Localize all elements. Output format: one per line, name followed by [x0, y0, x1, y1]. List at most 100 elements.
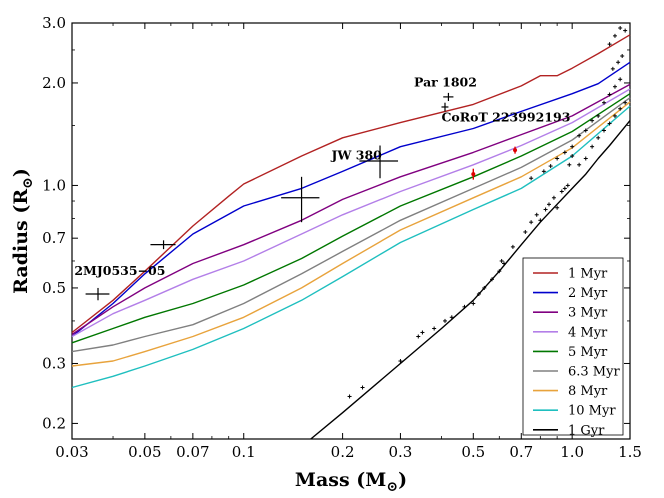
field-star-point: [562, 150, 567, 155]
legend-box: [522, 257, 624, 436]
field-star-point: [442, 318, 447, 323]
annotation-label: CoRoT 223992193: [441, 110, 570, 125]
x-axis-label: Mass: [295, 469, 350, 491]
field-star-point: [562, 186, 567, 191]
isochrone-3-myr: [71, 83, 631, 336]
field-star-point: [607, 42, 612, 47]
isochrone-10-myr: [71, 105, 631, 389]
field-star-point: [501, 261, 506, 266]
field-star-point: [551, 195, 556, 200]
annotation-label: 2MJ0535−05: [74, 263, 165, 278]
field-star-point: [499, 258, 504, 263]
field-star-point: [565, 183, 570, 188]
highlighted-points: [471, 146, 518, 180]
y-tick-label: 0.2: [42, 414, 66, 432]
y-axis-unit: (R: [10, 189, 32, 214]
y-tick-label: 0.3: [42, 354, 66, 372]
field-star-point: [548, 164, 553, 169]
measured-point: [150, 240, 176, 250]
field-star-point: [612, 113, 617, 118]
isochrone-1-myr: [71, 34, 631, 334]
y-tick-label: 2.0: [42, 74, 66, 92]
field-star-point: [529, 220, 534, 225]
x-axis-title: Mass (M⊙): [295, 469, 407, 495]
field-star-point: [620, 53, 625, 58]
field-star-point: [612, 84, 617, 89]
field-star-point: [596, 113, 601, 118]
isochrone-8-myr: [71, 101, 631, 367]
field-star-point: [416, 334, 421, 339]
x-tick-label: 0.05: [128, 443, 161, 461]
legend-label: 8 Myr: [568, 384, 608, 399]
x-tick-label: 1.0: [560, 443, 584, 461]
field-star-point: [616, 60, 621, 65]
field-star-point: [607, 92, 612, 97]
legend-label: 4 Myr: [568, 325, 608, 340]
measured-point: [441, 102, 449, 112]
isochrone-5-myr: [71, 93, 631, 344]
field-star-point: [612, 33, 617, 38]
field-star-point: [590, 118, 595, 123]
x-axis-ticks: 0.03 0.05 0.07 0.1 0.2 0.3 0.5 0.7 1.0 1.5: [55, 23, 642, 461]
legend-label: 2 Myr: [568, 286, 608, 301]
field-star-point: [347, 394, 352, 399]
y-tick-label: 0.5: [42, 279, 66, 297]
legend-label: 5 Myr: [568, 345, 608, 360]
x-axis-unit: (M: [356, 469, 386, 491]
field-star-point: [529, 176, 534, 181]
field-star-point: [449, 315, 454, 320]
field-star-point: [567, 162, 572, 167]
field-star-point: [596, 135, 601, 140]
x-axis-unit-end: ): [398, 469, 407, 491]
field-star-point: [610, 66, 615, 71]
field-star-point: [497, 269, 502, 274]
field-star-point: [623, 28, 628, 33]
field-star-point: [462, 304, 467, 309]
measured-point: [85, 287, 110, 301]
y-axis-title: Radius (R⊙): [10, 168, 36, 294]
legend-label: 6.3 Myr: [568, 365, 620, 380]
field-star-point: [538, 218, 543, 223]
legend-label: 1 Myr: [568, 267, 608, 282]
isochrone-2-myr: [71, 61, 631, 338]
field-star-point: [420, 330, 425, 335]
legend: 1 Myr 2 Myr 3 Myr 4 Myr 5 Myr 6.3 Myr 8 Myr 10 …: [522, 257, 624, 438]
y-axis-label: Radius: [10, 220, 32, 294]
field-star-point: [482, 285, 487, 290]
field-star-point: [618, 77, 623, 82]
annotation-label: Par 1802: [414, 75, 477, 90]
measured-point: [359, 145, 399, 179]
highlighted-point: [471, 168, 476, 180]
x-tick-label: 0.1: [232, 443, 256, 461]
field-star-point: [570, 144, 575, 149]
measured-point: [443, 92, 454, 102]
y-axis-unit-end: ): [10, 168, 32, 177]
field-star-point: [555, 205, 560, 210]
field-star-point: [583, 156, 588, 161]
field-star-point: [471, 301, 476, 306]
field-star-point: [398, 359, 403, 364]
x-tick-label: 0.7: [509, 443, 533, 461]
x-tick-label: 0.2: [331, 443, 355, 461]
x-axis-solar-symbol: ⊙: [386, 479, 398, 495]
field-star-point: [559, 189, 564, 194]
field-star-point: [577, 162, 582, 167]
annotation-label: JW 380: [330, 148, 382, 163]
field-star-point: [476, 291, 481, 296]
field-star-point: [618, 26, 623, 31]
field-star-point: [489, 277, 494, 282]
legend-label: 10 Myr: [568, 404, 616, 419]
isochrone-4-myr: [71, 88, 631, 338]
field-star-point: [523, 229, 528, 234]
field-star-point: [618, 106, 623, 111]
isochrone-curves: [71, 34, 631, 440]
field-star-point: [541, 169, 546, 174]
field-star-point: [570, 154, 575, 159]
legend-label: 1 Gyr: [568, 423, 605, 438]
annotations: 2MJ0535−05 Par 1802 CoRoT 223992193 JW 380: [74, 75, 570, 278]
isochrone-6-3-myr: [71, 97, 631, 353]
highlighted-point: [513, 146, 518, 154]
field-star-point: [607, 121, 612, 126]
field-star-points: [347, 26, 628, 399]
field-star-point: [601, 128, 606, 133]
